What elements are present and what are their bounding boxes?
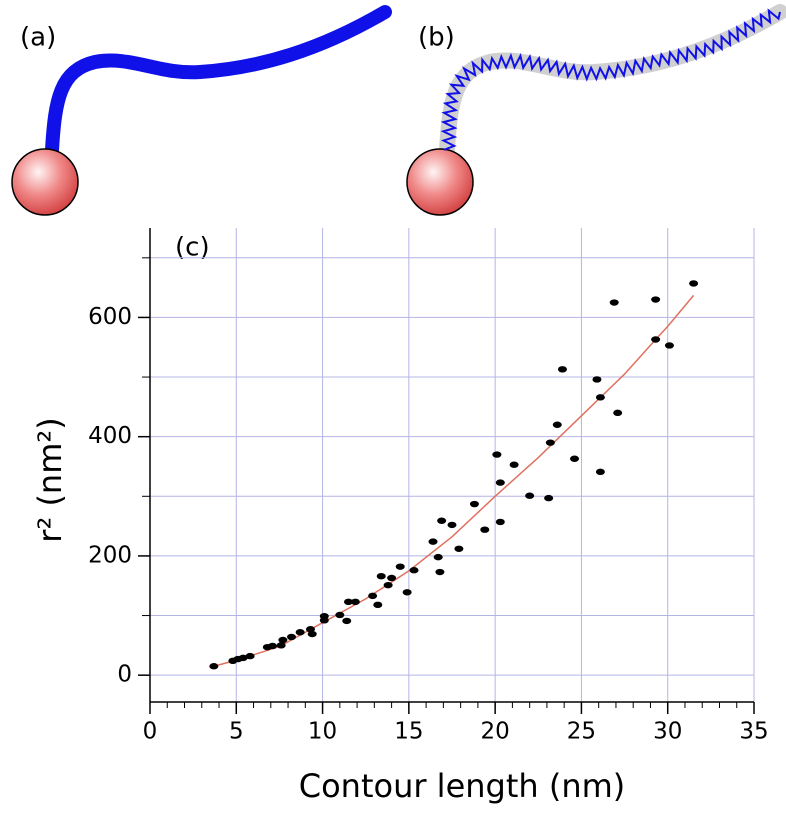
data-point	[395, 563, 405, 570]
data-point	[278, 636, 288, 644]
data-point	[469, 500, 479, 508]
x-axis-label: Contour length (nm)	[299, 767, 626, 805]
y-tick-label: 200	[88, 542, 132, 568]
data-point	[287, 633, 297, 641]
fit-curve	[213, 294, 695, 667]
data-point	[343, 598, 353, 606]
data-point	[664, 342, 674, 349]
data-point	[525, 492, 535, 499]
data-point	[544, 494, 554, 502]
x-tick-label: 30	[653, 719, 682, 745]
data-point	[402, 589, 412, 596]
data-point	[387, 574, 397, 582]
bead	[406, 148, 474, 216]
data-point	[609, 299, 619, 306]
panel-label: (a)	[20, 23, 56, 53]
x-tick-label: 20	[481, 719, 510, 745]
data-point	[209, 663, 219, 670]
data-point	[435, 568, 445, 576]
data-point	[557, 366, 567, 373]
data-point	[454, 545, 464, 552]
panel-a-illustration	[11, 5, 392, 216]
x-tick-label: 15	[394, 719, 423, 745]
data-point	[373, 601, 383, 609]
data-point	[495, 479, 505, 486]
data-point	[495, 518, 505, 526]
data-point	[295, 629, 305, 636]
data-point	[613, 409, 623, 417]
data-point	[350, 598, 360, 606]
panel-b-illustration	[406, 4, 786, 216]
data-point	[552, 421, 562, 428]
polymer-chain	[440, 8, 781, 151]
data-point	[595, 468, 605, 476]
y-tick-label: 400	[88, 423, 132, 449]
x-tick-label: 10	[308, 719, 337, 745]
x-tick-label: 35	[739, 719, 768, 745]
data-point	[307, 630, 317, 638]
y-tick-label: 0	[117, 662, 132, 688]
x-tick-label: 5	[229, 719, 244, 745]
data-point	[245, 652, 255, 660]
data-point	[376, 572, 386, 580]
data-point	[480, 526, 490, 533]
data-point	[428, 538, 438, 545]
data-point	[689, 280, 699, 287]
data-point	[383, 581, 393, 589]
data-point	[447, 521, 457, 529]
data-point	[492, 451, 502, 458]
data-point	[268, 642, 278, 650]
data-point	[238, 654, 248, 662]
data-point	[592, 376, 602, 383]
x-tick-label: 25	[567, 719, 596, 745]
data-point	[368, 592, 378, 600]
data-point	[651, 336, 661, 343]
polymer-chain	[45, 5, 392, 157]
data-point	[319, 617, 329, 624]
data-point	[409, 567, 419, 574]
y-tick-label: 600	[88, 304, 132, 330]
data-point	[276, 642, 286, 649]
data-point	[342, 617, 352, 625]
data-point	[570, 455, 580, 462]
panel-label: (b)	[418, 23, 455, 53]
x-tick-label: 0	[143, 719, 158, 745]
data-point	[509, 461, 519, 468]
data-point	[433, 553, 443, 561]
data-point	[545, 439, 555, 446]
data-point	[437, 517, 447, 524]
bead	[11, 148, 79, 216]
data-point	[595, 394, 605, 401]
data-point	[335, 611, 345, 619]
data-point	[651, 296, 661, 303]
y-axis-label: r² (nm²)	[31, 417, 69, 542]
